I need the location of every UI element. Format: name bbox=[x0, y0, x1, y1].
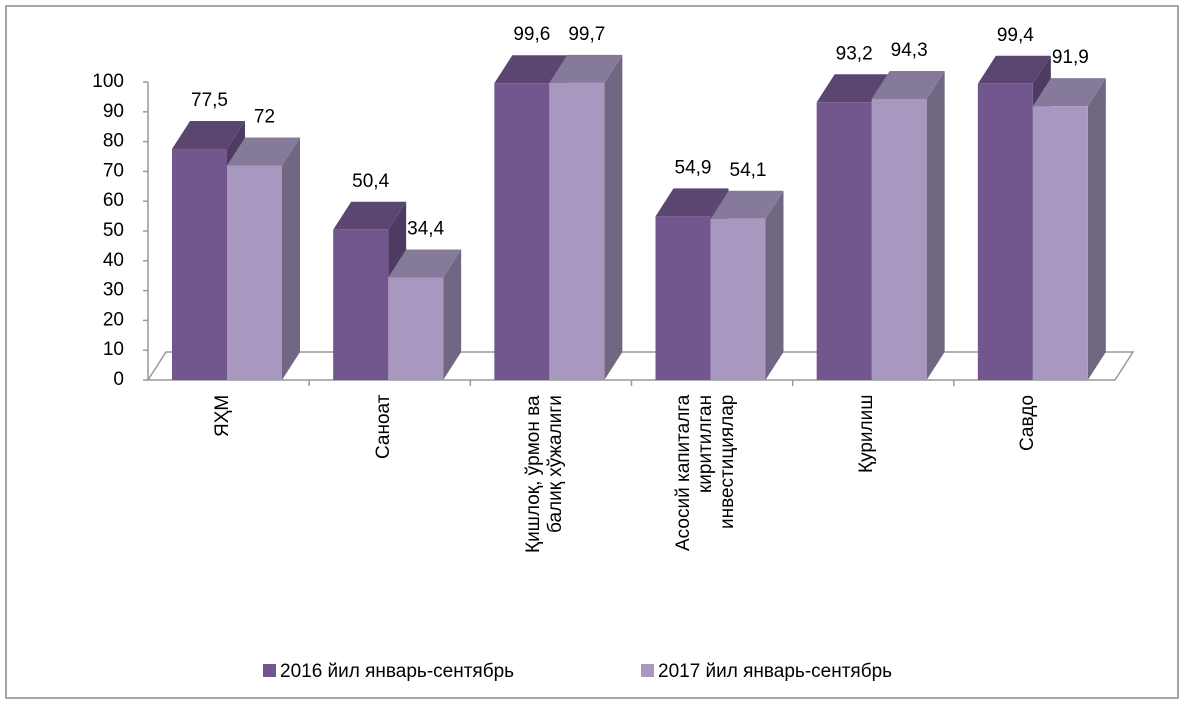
bar-front bbox=[549, 82, 605, 381]
bar-top bbox=[871, 70, 945, 99]
bar-top bbox=[549, 54, 623, 83]
y-tick-label: 100 bbox=[92, 71, 124, 92]
bar-side bbox=[765, 190, 784, 380]
y-tick-label: 20 bbox=[103, 309, 124, 330]
bar bbox=[1032, 78, 1106, 380]
x-tick-label: Қурилиш bbox=[856, 395, 878, 474]
data-label: 94,3 bbox=[891, 40, 928, 61]
y-tick-label: 10 bbox=[103, 339, 124, 360]
bar bbox=[227, 137, 300, 380]
y-tick-label: 60 bbox=[103, 190, 124, 211]
bar-side bbox=[1087, 78, 1106, 380]
legend-swatch bbox=[263, 664, 276, 677]
y-tick-label: 50 bbox=[103, 220, 124, 241]
data-label: 99,4 bbox=[997, 25, 1034, 46]
bar-top bbox=[1032, 78, 1106, 107]
bar-top bbox=[333, 201, 407, 230]
legend-label: 2017 йил январь-сентябрь bbox=[658, 661, 892, 682]
data-label: 54,1 bbox=[730, 160, 767, 181]
bar-front bbox=[816, 102, 872, 380]
bar-front bbox=[1032, 106, 1088, 380]
bar-side bbox=[443, 249, 462, 380]
legend-swatch bbox=[641, 664, 654, 677]
bar bbox=[388, 249, 462, 380]
data-label: 54,9 bbox=[675, 157, 712, 178]
bar-top bbox=[977, 55, 1051, 84]
bar-front bbox=[227, 165, 282, 380]
data-label: 50,4 bbox=[352, 171, 389, 192]
bar-top bbox=[710, 190, 784, 219]
bar-top bbox=[227, 137, 300, 166]
x-tick-label: Қишлоқ, ўрмон ва балиқ хўжалиги bbox=[522, 395, 566, 553]
x-tick-label: Саноат bbox=[372, 395, 394, 460]
x-tick-label: Асосий капиталга киритилган инвестицияла… bbox=[673, 395, 739, 552]
legend-label: 2016 йил январь-сентябрь bbox=[280, 661, 514, 682]
bar-top bbox=[388, 249, 462, 278]
data-label: 77,5 bbox=[191, 90, 228, 111]
data-label: 91,9 bbox=[1052, 47, 1089, 68]
bar-top bbox=[494, 55, 568, 84]
bar-top bbox=[655, 188, 729, 217]
bar-front bbox=[655, 216, 711, 380]
bar-top bbox=[816, 74, 890, 103]
bar-front bbox=[172, 149, 227, 380]
bar-front bbox=[333, 229, 389, 380]
bar-front bbox=[710, 218, 766, 380]
x-tick-label: ЯҲМ bbox=[211, 395, 233, 438]
data-label: 99,6 bbox=[513, 24, 550, 45]
bar bbox=[549, 54, 623, 381]
bar-front bbox=[977, 83, 1033, 381]
y-tick-label: 70 bbox=[103, 160, 124, 181]
data-label: 93,2 bbox=[836, 43, 873, 64]
bar-top bbox=[172, 121, 245, 150]
y-tick-label: 30 bbox=[103, 280, 124, 301]
bar-side bbox=[282, 137, 300, 380]
data-label: 72 bbox=[254, 106, 275, 127]
bar-side bbox=[926, 70, 945, 381]
bar-front bbox=[388, 277, 444, 380]
data-label: 99,7 bbox=[568, 24, 605, 45]
bar-side bbox=[604, 54, 623, 380]
bar bbox=[710, 190, 784, 380]
bar-front bbox=[871, 98, 927, 381]
bar bbox=[871, 70, 945, 381]
bar-front bbox=[494, 83, 550, 380]
y-tick-label: 80 bbox=[103, 131, 124, 152]
data-label: 34,4 bbox=[407, 219, 444, 240]
y-tick-label: 40 bbox=[103, 250, 124, 271]
x-tick-label: Савдо bbox=[1017, 395, 1039, 452]
y-tick-label: 90 bbox=[103, 101, 124, 122]
y-tick-label: 0 bbox=[113, 369, 124, 390]
